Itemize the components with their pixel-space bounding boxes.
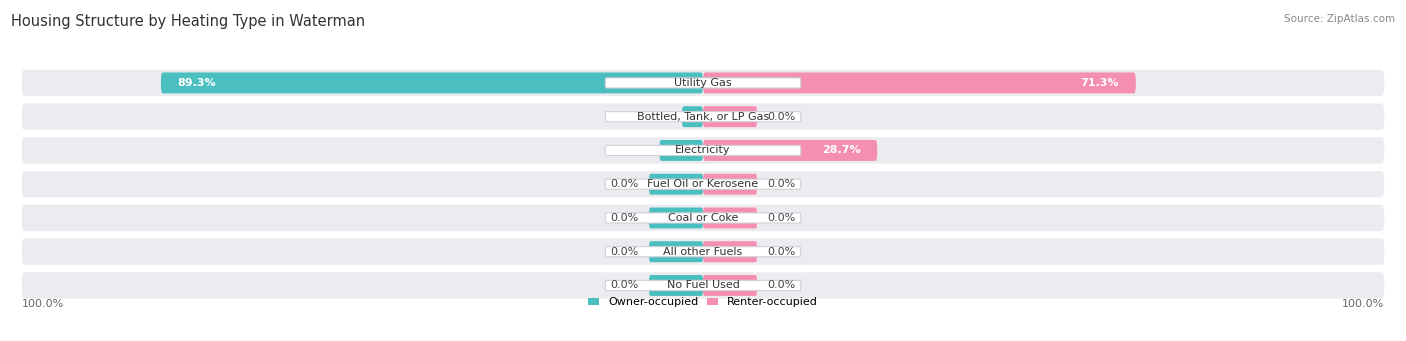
Text: Coal or Coke: Coal or Coke <box>668 213 738 223</box>
FancyBboxPatch shape <box>703 106 756 127</box>
FancyBboxPatch shape <box>703 174 756 195</box>
FancyBboxPatch shape <box>703 72 1136 93</box>
Text: 7.2%: 7.2% <box>676 146 707 155</box>
Text: 0.0%: 0.0% <box>768 247 796 257</box>
FancyBboxPatch shape <box>650 241 703 262</box>
Text: Source: ZipAtlas.com: Source: ZipAtlas.com <box>1284 14 1395 24</box>
Legend: Owner-occupied, Renter-occupied: Owner-occupied, Renter-occupied <box>583 293 823 312</box>
FancyBboxPatch shape <box>605 213 801 223</box>
FancyBboxPatch shape <box>650 275 703 296</box>
Text: All other Fuels: All other Fuels <box>664 247 742 257</box>
FancyBboxPatch shape <box>605 145 801 155</box>
FancyBboxPatch shape <box>21 171 1385 197</box>
FancyBboxPatch shape <box>659 140 703 161</box>
FancyBboxPatch shape <box>21 239 1385 265</box>
FancyBboxPatch shape <box>21 205 1385 231</box>
Text: Bottled, Tank, or LP Gas: Bottled, Tank, or LP Gas <box>637 112 769 122</box>
Text: Fuel Oil or Kerosene: Fuel Oil or Kerosene <box>647 179 759 189</box>
FancyBboxPatch shape <box>650 207 703 228</box>
FancyBboxPatch shape <box>605 280 801 291</box>
FancyBboxPatch shape <box>703 207 756 228</box>
Text: 0.0%: 0.0% <box>610 179 638 189</box>
Text: 0.0%: 0.0% <box>768 179 796 189</box>
Text: Utility Gas: Utility Gas <box>675 78 731 88</box>
FancyBboxPatch shape <box>21 272 1385 299</box>
FancyBboxPatch shape <box>21 70 1385 96</box>
Text: 0.0%: 0.0% <box>610 280 638 291</box>
FancyBboxPatch shape <box>605 78 801 88</box>
FancyBboxPatch shape <box>605 247 801 257</box>
Text: 0.0%: 0.0% <box>768 112 796 122</box>
Text: 100.0%: 100.0% <box>1341 299 1385 309</box>
Text: 3.5%: 3.5% <box>699 112 730 122</box>
Text: 0.0%: 0.0% <box>610 213 638 223</box>
FancyBboxPatch shape <box>21 137 1385 164</box>
Text: 0.0%: 0.0% <box>610 247 638 257</box>
Text: 71.3%: 71.3% <box>1080 78 1119 88</box>
FancyBboxPatch shape <box>650 174 703 195</box>
Text: 100.0%: 100.0% <box>21 299 65 309</box>
Text: 28.7%: 28.7% <box>821 146 860 155</box>
Text: 89.3%: 89.3% <box>177 78 217 88</box>
FancyBboxPatch shape <box>160 72 703 93</box>
Text: Housing Structure by Heating Type in Waterman: Housing Structure by Heating Type in Wat… <box>11 14 366 29</box>
FancyBboxPatch shape <box>605 112 801 122</box>
FancyBboxPatch shape <box>605 179 801 189</box>
FancyBboxPatch shape <box>682 106 703 127</box>
FancyBboxPatch shape <box>703 241 756 262</box>
FancyBboxPatch shape <box>703 140 877 161</box>
Text: Electricity: Electricity <box>675 146 731 155</box>
Text: 0.0%: 0.0% <box>768 280 796 291</box>
FancyBboxPatch shape <box>703 275 756 296</box>
Text: No Fuel Used: No Fuel Used <box>666 280 740 291</box>
Text: 0.0%: 0.0% <box>768 213 796 223</box>
FancyBboxPatch shape <box>21 104 1385 130</box>
